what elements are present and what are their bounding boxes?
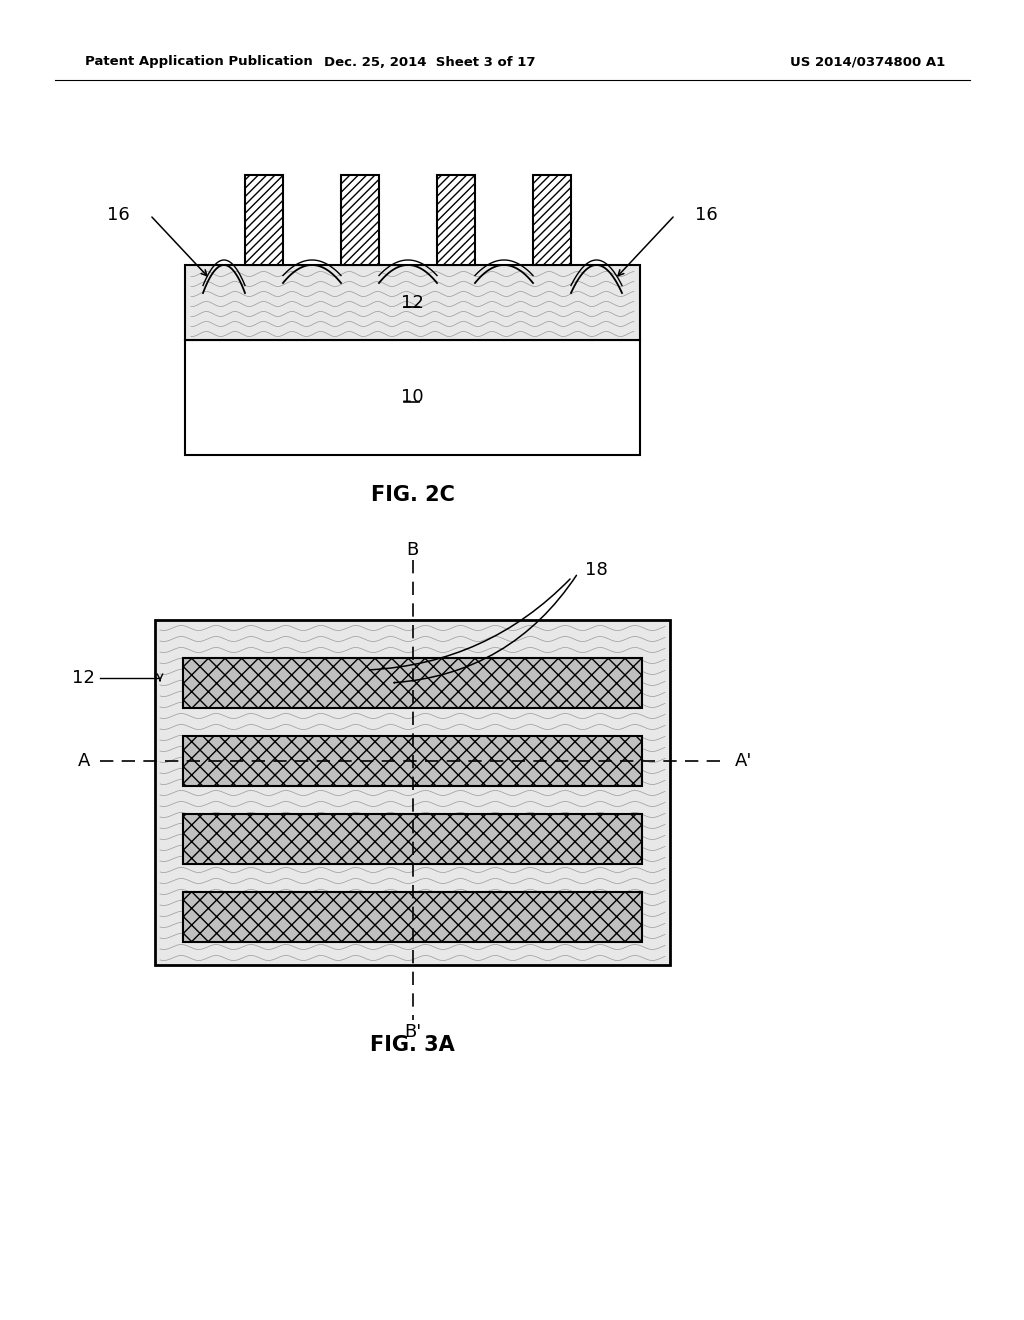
FancyArrowPatch shape [394,576,577,682]
Text: FIG. 3A: FIG. 3A [370,1035,455,1055]
Bar [245,176,283,265]
Bar [183,657,642,708]
Text: 12: 12 [72,669,95,686]
Bar [185,265,640,341]
Text: US 2014/0374800 A1: US 2014/0374800 A1 [790,55,945,69]
Bar [534,176,571,265]
Text: 18: 18 [585,561,608,579]
Bar [183,892,642,942]
Text: A: A [78,752,90,770]
Bar [341,176,379,265]
Text: 16: 16 [695,206,718,224]
Text: A': A' [735,752,753,770]
Bar [155,620,670,965]
Text: FIG. 2C: FIG. 2C [371,484,455,506]
Bar [437,176,475,265]
Text: Patent Application Publication: Patent Application Publication [85,55,312,69]
Bar [183,814,642,865]
Bar [185,341,640,455]
FancyArrowPatch shape [370,579,570,669]
Text: 12: 12 [401,293,424,312]
Text: 10: 10 [401,388,424,407]
Text: Dec. 25, 2014  Sheet 3 of 17: Dec. 25, 2014 Sheet 3 of 17 [325,55,536,69]
Text: B: B [407,541,419,558]
Text: 16: 16 [108,206,130,224]
Bar [183,737,642,785]
Text: B': B' [403,1023,421,1041]
